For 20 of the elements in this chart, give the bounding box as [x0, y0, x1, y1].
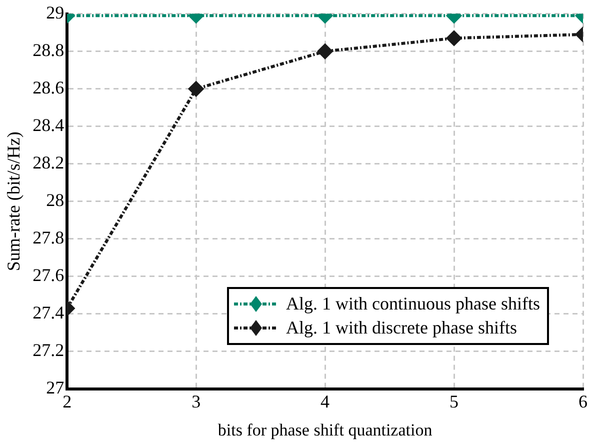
x-tick-label: 5 [450, 392, 459, 412]
y-tick-label: 27.6 [32, 265, 64, 286]
y-tick-label: 27.8 [32, 228, 64, 248]
y-tick-label: 28 [46, 190, 64, 210]
y-tick-label: 27.2 [32, 340, 64, 360]
x-tick-label: 6 [578, 392, 588, 412]
y-tick-label: 29 [46, 2, 64, 23]
legend-label: Alg. 1 with continuous phase shifts [286, 294, 540, 314]
y-tick-label: 28.6 [32, 78, 64, 98]
legend-label: Alg. 1 with discrete phase shifts [286, 318, 517, 338]
x-tick-label: 2 [62, 392, 72, 412]
y-tick-label: 27 [46, 378, 64, 398]
y-axis-title: Sum-rate (bit/s/Hz) [4, 132, 24, 272]
x-tick-label: 3 [192, 392, 201, 412]
x-axis-title: bits for phase shift quantization [218, 420, 433, 440]
y-tick-label: 28.4 [32, 115, 64, 136]
y-tick-label: 28.2 [32, 152, 64, 173]
y-tick-label: 27.4 [32, 302, 64, 323]
y-tick-label: 28.8 [32, 40, 64, 60]
x-tick-label: 4 [320, 392, 330, 412]
